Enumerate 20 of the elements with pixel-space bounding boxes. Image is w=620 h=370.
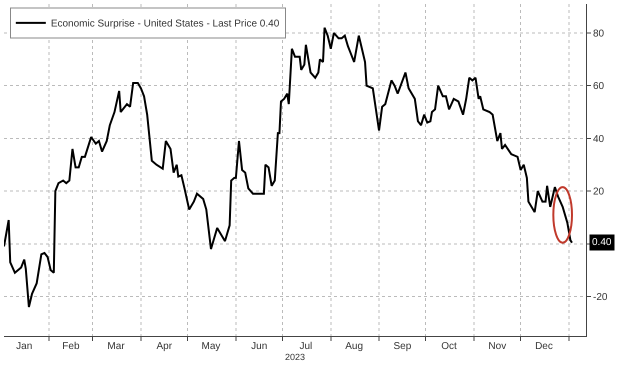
x-tick-label: Mar <box>107 341 126 352</box>
x-tick-label: Dec <box>535 341 553 352</box>
annotation: 0.40 <box>592 237 612 248</box>
y-tick-label: 20 <box>593 186 605 198</box>
x-tick-label: Jul <box>299 341 312 352</box>
x-tick-label: Feb <box>62 341 80 352</box>
x-tick-label: Sep <box>393 341 412 352</box>
y-tick-label: 40 <box>593 134 605 145</box>
x-tick-label: Jun <box>251 341 268 352</box>
x-tick-label: Jan <box>16 341 32 352</box>
y-tick-label: -20 <box>593 292 608 303</box>
x-axis-title: 2023 <box>284 352 306 362</box>
legend-label: Economic Surprise - United States - Last Price 0.40 <box>50 18 280 30</box>
x-tick-label: Aug <box>345 341 364 352</box>
x-tick-label: Nov <box>488 341 506 352</box>
x-tick-label: Oct <box>441 341 458 352</box>
y-tick-label: 80 <box>593 28 605 40</box>
x-tick-label: Apr <box>156 341 173 352</box>
x-tick-label: May <box>202 341 220 352</box>
y-tick-label: 60 <box>593 81 605 92</box>
